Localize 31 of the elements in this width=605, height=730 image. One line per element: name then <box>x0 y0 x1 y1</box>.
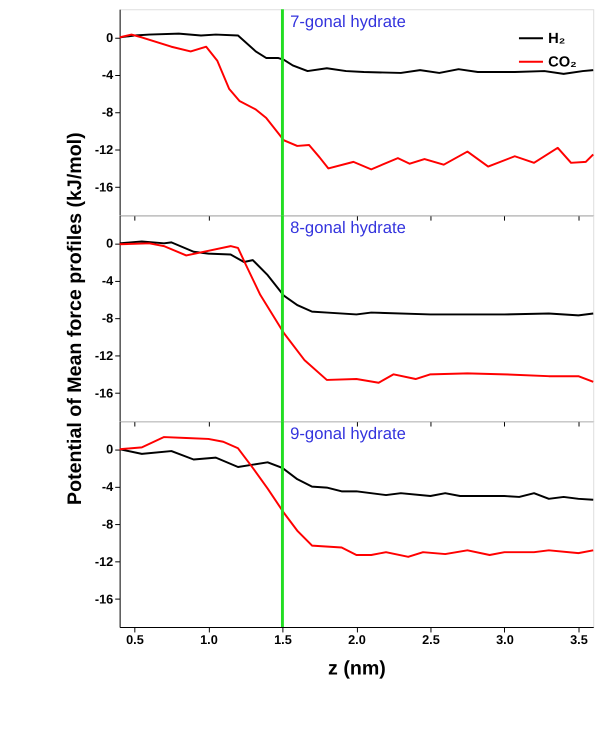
y-tick-label: -8 <box>102 310 114 326</box>
y-tick-label: -12 <box>94 348 114 364</box>
y-tick-label: -12 <box>94 142 114 158</box>
x-tick-label: 2.5 <box>422 632 440 648</box>
annotation: 8-gonal hydrate <box>290 218 406 237</box>
x-tick-label: 3.5 <box>570 632 588 648</box>
x-tick-label: 1.5 <box>274 632 292 648</box>
annotation: 9-gonal hydrate <box>290 424 406 443</box>
x-tick-label: 1.0 <box>200 632 218 648</box>
x-tick-label: 2.0 <box>348 632 366 648</box>
legend-label: H₂ <box>548 31 566 48</box>
x-tick-label: 3.0 <box>496 632 514 648</box>
annotation: 7-gonal hydrate <box>290 12 406 31</box>
y-tick-label: -4 <box>102 273 114 288</box>
y-tick-label: -4 <box>102 479 114 494</box>
y-tick-label: -16 <box>94 385 114 400</box>
y-tick-label: -12 <box>94 554 114 569</box>
y-tick-label: 0 <box>106 236 114 251</box>
x-axis-title: z (nm) <box>328 658 386 680</box>
y-tick-label: -8 <box>102 516 114 532</box>
y-tick-label: -8 <box>102 104 114 120</box>
y-tick-label: 0 <box>106 30 114 45</box>
line-series <box>118 34 594 170</box>
legend-label: CO₂ <box>548 54 577 71</box>
line-series <box>118 242 594 384</box>
y-tick-label: -16 <box>94 180 114 195</box>
y-axis-title: Potential of Mean force profiles (kJ/mol) <box>64 132 86 505</box>
y-tick-label: -4 <box>102 67 114 82</box>
x-tick-label: 0.5 <box>126 632 144 648</box>
y-tick-label: -16 <box>94 591 114 606</box>
y-tick-label: 0 <box>106 442 114 457</box>
